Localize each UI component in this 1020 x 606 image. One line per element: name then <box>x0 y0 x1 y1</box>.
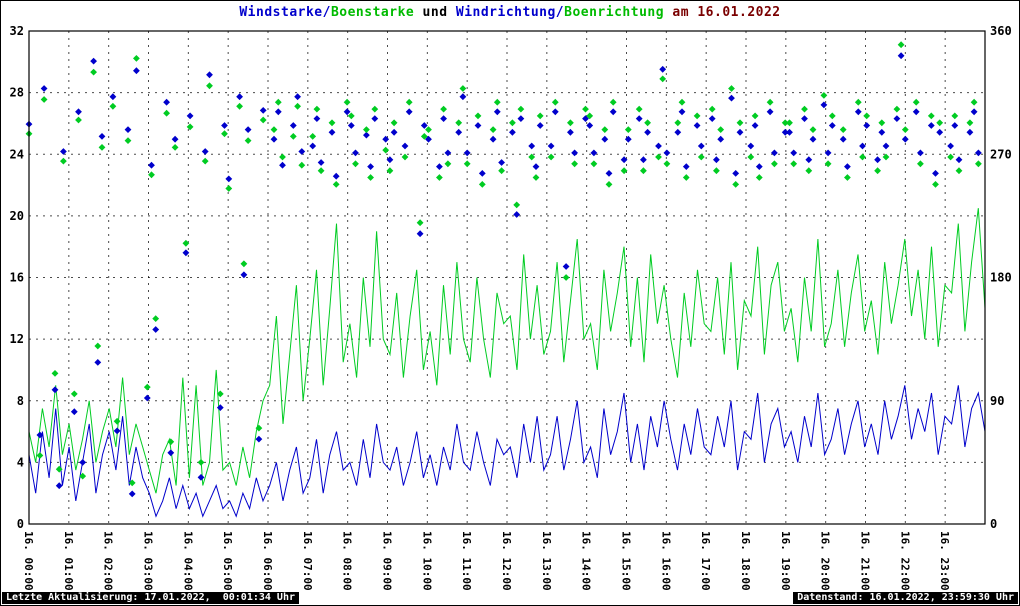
x-tick-label: 16. 08:00 <box>341 531 354 591</box>
title-segment: und <box>414 5 456 20</box>
x-tick-label: 16. 20:00 <box>819 531 832 591</box>
y-left-tick-label: 24 <box>10 147 24 161</box>
y-right-tick-label: 180 <box>990 271 1012 285</box>
x-tick-label: 16. 22:00 <box>898 531 911 591</box>
series-line-boenstarke <box>28 208 986 494</box>
chart-title: Windstarke/Boenstarke und Windrichtung/B… <box>1 5 1019 20</box>
x-tick-label: 16. 05:00 <box>221 531 234 591</box>
y-left-tick-label: 28 <box>10 86 24 100</box>
x-tick-label: 16. 02:00 <box>102 531 115 591</box>
title-segment: Boenrichtung <box>564 5 665 20</box>
x-tick-label: 16. 00:00 <box>22 531 35 591</box>
y-left-tick-label: 12 <box>10 332 24 346</box>
x-tick-label: 16. 11:00 <box>460 531 473 591</box>
x-tick-label: 16. 03:00 <box>142 531 155 591</box>
y-left-tick-label: 20 <box>10 209 24 223</box>
y-right-tick-label: 270 <box>990 147 1012 161</box>
x-tick-label: 16. 06:00 <box>261 531 274 591</box>
y-left-tick-label: 0 <box>17 517 24 531</box>
title-segment: am 16.01.2022 <box>664 5 781 20</box>
series-line-windstarke <box>28 385 986 518</box>
y-right-tick-label: 90 <box>990 394 1004 408</box>
x-tick-label: 16. 14:00 <box>580 531 593 591</box>
x-tick-label: 16. 15:00 <box>620 531 633 591</box>
y-right-tick-label: 360 <box>990 24 1012 38</box>
x-tick-label: 16. 23:00 <box>938 531 951 591</box>
last-update-label: Letzte Aktualisierung: 17.01.2022, 00:01… <box>2 592 299 604</box>
y-right-tick-label: 0 <box>990 517 997 531</box>
x-tick-label: 16. 04:00 <box>181 531 194 591</box>
x-tick-label: 16. 07:00 <box>301 531 314 591</box>
x-tick-label: 16. 09:00 <box>381 531 394 591</box>
plot-border <box>28 30 986 525</box>
title-segment: Windstarke/ <box>239 5 331 20</box>
y-left-tick-label: 8 <box>17 394 24 408</box>
x-tick-label: 16. 17:00 <box>699 531 712 591</box>
series-markers-boenrichtung <box>25 41 982 487</box>
title-segment: Boenstarke <box>330 5 415 20</box>
y-left-tick-label: 4 <box>17 455 24 469</box>
y-left-tick-label: 32 <box>10 24 24 38</box>
x-tick-label: 16. 01:00 <box>62 531 75 591</box>
title-segment: Windrichtung/ <box>455 5 565 20</box>
data-timestamp-label: Datenstand: 16.01.2022, 23:59:30 Uhr <box>793 592 1018 604</box>
y-left-tick-label: 16 <box>10 271 24 285</box>
x-tick-label: 16. 21:00 <box>859 531 872 591</box>
x-tick-label: 16. 13:00 <box>540 531 553 591</box>
x-tick-label: 16. 12:00 <box>500 531 513 591</box>
x-tick-label: 16. 16:00 <box>659 531 672 591</box>
x-tick-label: 16. 10:00 <box>420 531 433 591</box>
x-tick-label: 16. 19:00 <box>779 531 792 591</box>
x-tick-label: 16. 18:00 <box>739 531 752 591</box>
